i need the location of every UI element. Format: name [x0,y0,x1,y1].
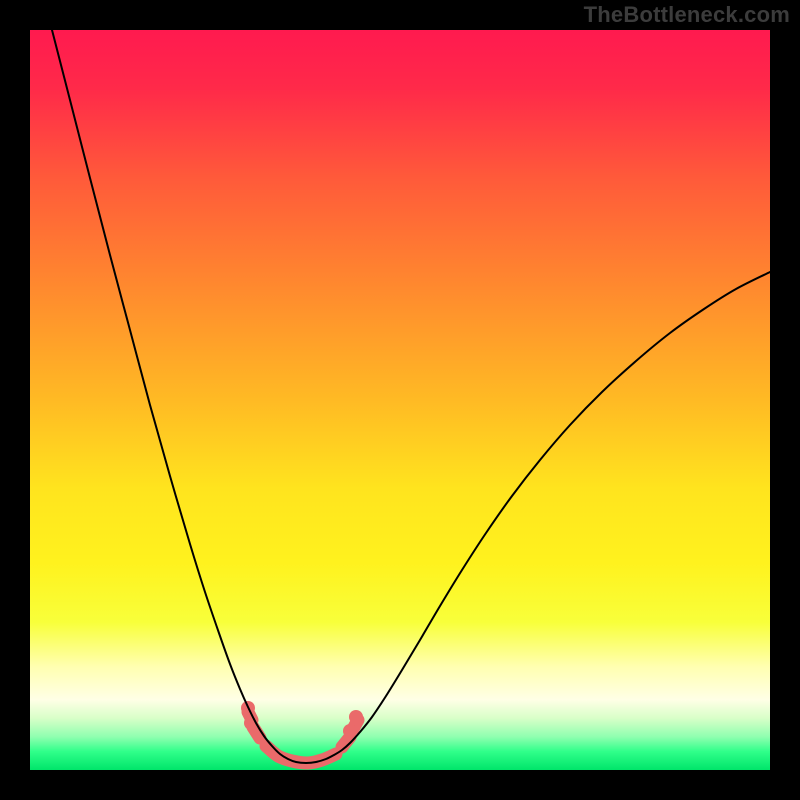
curve-layer [30,30,770,770]
outer-frame: TheBottleneck.com [0,0,800,800]
watermark-text: TheBottleneck.com [584,2,790,28]
v-curve [52,30,770,763]
plot-area [30,30,770,770]
